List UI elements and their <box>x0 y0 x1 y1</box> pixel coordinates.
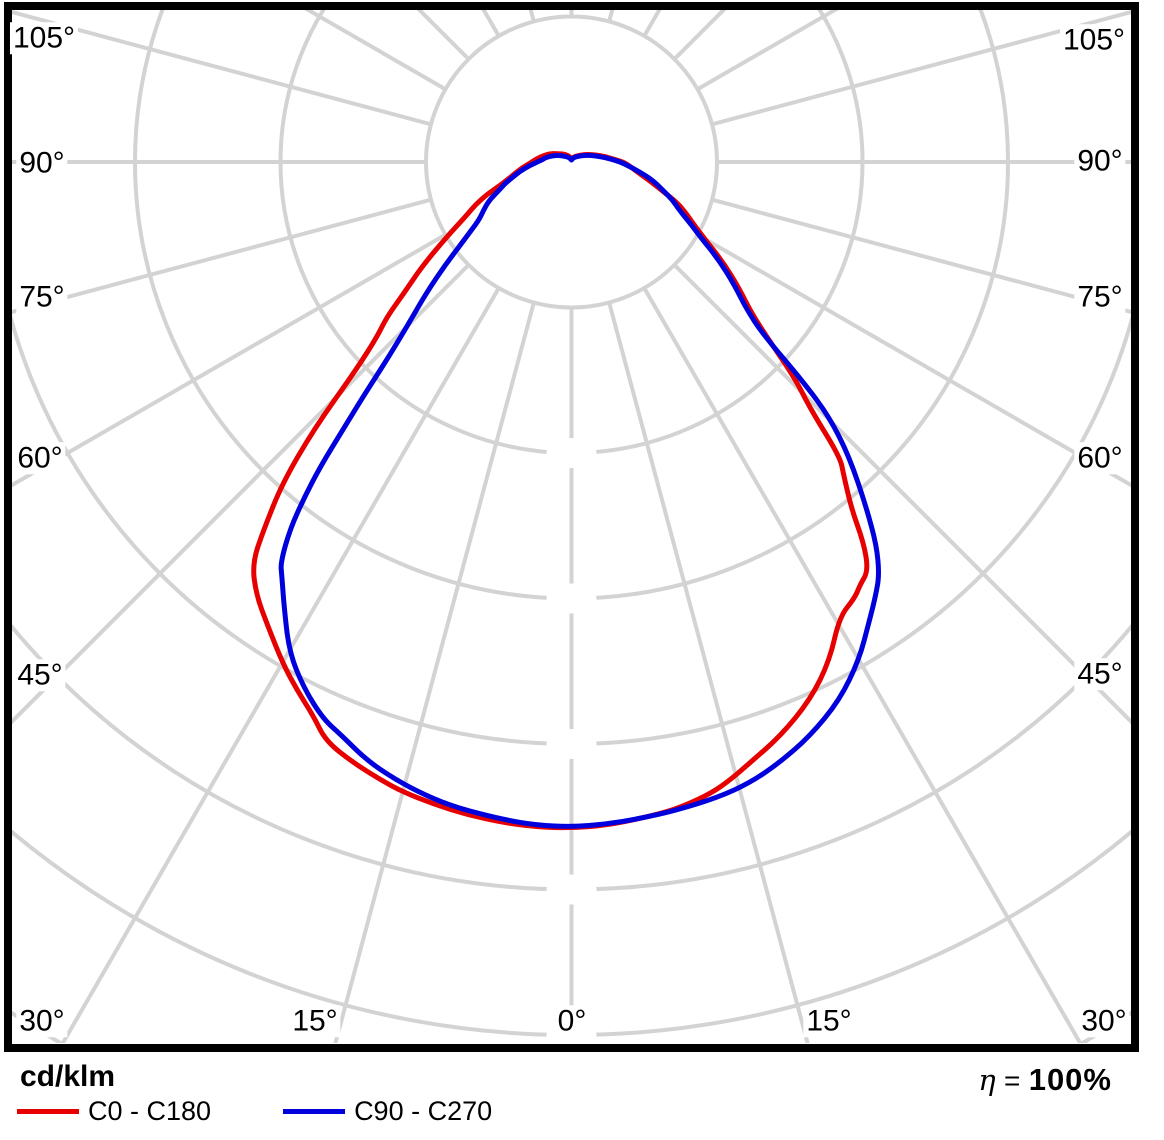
angle-label: 0° <box>554 1005 590 1037</box>
efficiency-label: η = 100% <box>978 1062 1112 1098</box>
angle-label: 105° <box>1059 24 1129 56</box>
ring-value-patch <box>546 438 597 468</box>
legend-label: C90 - C270 <box>354 1096 493 1126</box>
angle-label: 105° <box>9 22 79 54</box>
angle-label: 60° <box>14 442 66 474</box>
angle-label: 75° <box>1074 281 1126 313</box>
eta-equals: = <box>1004 1065 1021 1096</box>
grid-ray <box>12 233 447 488</box>
angle-label: 45° <box>1074 658 1126 690</box>
grid-ray <box>12 263 470 725</box>
curve-c90-c270 <box>278 152 881 829</box>
grid-ray <box>333 302 536 1043</box>
eta-symbol: η <box>978 1063 996 1097</box>
grid-ray <box>696 233 1131 488</box>
grid-ray <box>60 287 501 1043</box>
grid-ray <box>712 10 1131 127</box>
eta-value: 100% <box>1028 1062 1112 1097</box>
angle-label: 15° <box>289 1005 341 1037</box>
legend-item-c90-c270: C90 - C270 <box>283 1096 492 1127</box>
unit-label: cd/klm <box>20 1060 116 1093</box>
ring-value-patch <box>546 874 597 905</box>
grid-ray <box>12 10 431 127</box>
grid-ring <box>424 14 719 310</box>
angle-label: 30° <box>16 1005 68 1037</box>
grid-ray <box>712 197 1131 314</box>
plot-frame <box>4 2 1139 1052</box>
grid-ray <box>12 197 431 314</box>
ring-value-patch <box>546 583 597 614</box>
legend-line-blue <box>283 1109 346 1114</box>
angle-label: 60° <box>1074 442 1126 474</box>
legend-item-c0-c180: C0 - C180 <box>17 1096 211 1127</box>
angle-label: 30° <box>1078 1005 1130 1037</box>
angle-label: 75° <box>16 281 68 313</box>
angle-label: 45° <box>14 659 66 691</box>
angle-label: 90° <box>16 147 68 179</box>
grid-ray <box>673 263 1131 725</box>
ring-value-patch <box>546 729 597 759</box>
legend: C0 - C180 C90 - C270 <box>17 1096 492 1127</box>
legend-line-red <box>17 1109 79 1114</box>
legend-label: C0 - C180 <box>88 1096 212 1126</box>
grid-ray <box>642 287 1083 1043</box>
angle-label: 15° <box>803 1005 855 1037</box>
angle-label: 90° <box>1074 145 1126 177</box>
